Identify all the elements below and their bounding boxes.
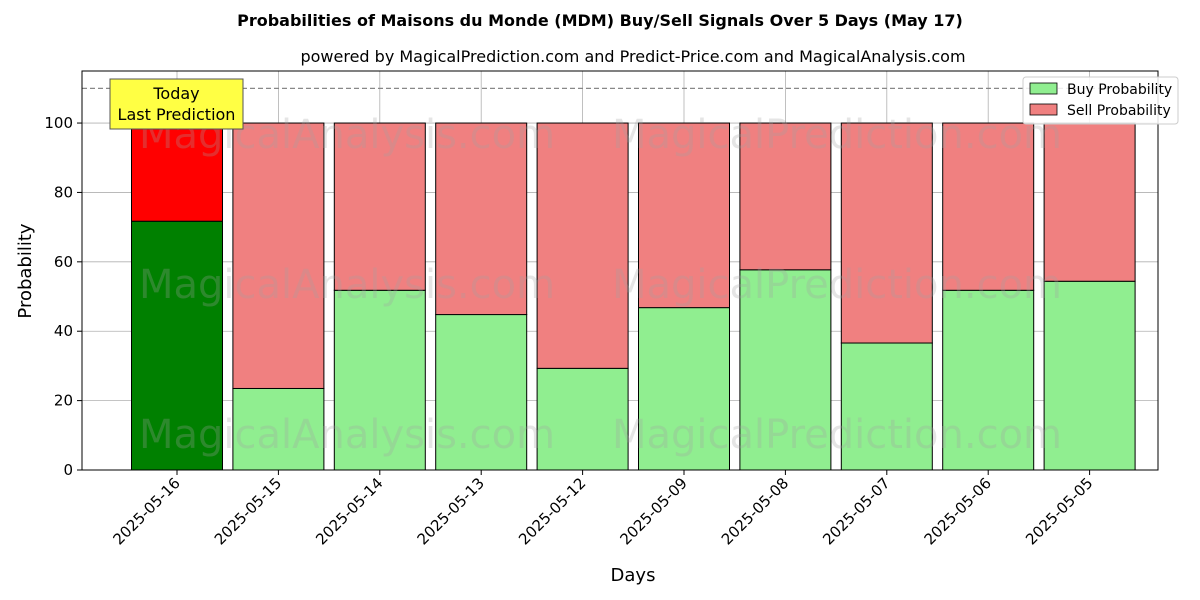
x-tick-label: 2025-05-05 [1022, 474, 1096, 548]
x-tick-label: 2025-05-15 [211, 474, 285, 548]
legend-label-sell: Sell Probability [1067, 103, 1171, 119]
annotation-line: Last Prediction [118, 105, 236, 124]
y-tick-label: 100 [44, 114, 73, 132]
y-axis-label: Probability [15, 223, 36, 318]
bar-buy-2025-05-07 [840, 342, 933, 471]
watermark-text: MagicalPrediction.com [612, 262, 1062, 308]
legend-swatch-sell [1029, 103, 1058, 116]
chart-subtitle: powered by MagicalPrediction.com and Pre… [300, 47, 965, 66]
bar-sell-2025-05-13 [435, 122, 528, 316]
bar-buy-2025-05-05 [1043, 280, 1136, 471]
x-tick-label: 2025-05-09 [616, 474, 690, 548]
bars [131, 122, 1136, 471]
watermark-text: MagicalAnalysis.com [139, 412, 555, 458]
annotation-box [109, 78, 244, 130]
x-tick-label: 2025-05-13 [414, 474, 488, 548]
today-annotation: Today Last Prediction [109, 78, 244, 130]
bar-buy-2025-05-09 [638, 307, 730, 471]
watermark-text: MagicalPrediction.com [612, 412, 1062, 458]
y-tick-label: 80 [54, 183, 73, 201]
x-tick-label: 2025-05-14 [312, 474, 386, 548]
x-axis-label: Days [611, 565, 656, 586]
x-tick-label: 2025-05-07 [819, 474, 893, 548]
bar-sell-2025-05-09 [638, 122, 730, 309]
plot-frame [81, 70, 1159, 471]
x-axis: 2025-05-16 2025-05-15 2025-05-14 2025-05-13… [109, 470, 1096, 548]
bar-buy-2025-05-08 [739, 269, 832, 471]
bar-buy-2025-05-06 [942, 289, 1035, 471]
bar-sell-2025-05-07 [840, 122, 933, 344]
y-tick-label: 40 [54, 322, 73, 340]
bar-sell-2025-05-14 [333, 122, 426, 291]
legend-label-buy: Buy Probability [1067, 82, 1172, 98]
legend-box [1022, 76, 1179, 125]
y-tick-label: 60 [54, 253, 73, 271]
y-tick-label: 0 [63, 461, 73, 479]
x-tick-label: 2025-05-06 [921, 474, 995, 548]
annotation-line: Today [152, 84, 199, 103]
legend: Buy Probability Sell Probability [1022, 76, 1179, 125]
watermark-text: MagicalPrediction.com [612, 112, 1062, 158]
x-tick-label: 2025-05-08 [718, 474, 792, 548]
bar-sell-2025-05-08 [739, 122, 832, 271]
bar-buy-2025-05-14 [333, 289, 426, 471]
y-tick-label: 20 [54, 392, 73, 410]
bar-buy-2025-05-16 [131, 220, 223, 471]
bar-sell-2025-05-15 [232, 122, 325, 389]
watermarks: MagicalAnalysis.com MagicalPrediction.com… [139, 112, 1062, 458]
y-axis: 0 20 40 60 80 100 [44, 114, 82, 479]
chart-title: Probabilities of Maisons du Monde (MDM) … [237, 11, 963, 30]
bar-sell-2025-05-16 [131, 122, 223, 222]
legend-swatch-buy [1029, 82, 1058, 95]
bar-buy-2025-05-15 [232, 387, 325, 471]
bar-sell-2025-05-06 [942, 122, 1035, 291]
x-tick-label: 2025-05-16 [109, 474, 183, 548]
watermark-text: MagicalAnalysis.com [139, 262, 555, 308]
bar-buy-2025-05-12 [536, 367, 629, 471]
x-tick-label: 2025-05-12 [515, 474, 589, 548]
bar-sell-2025-05-12 [536, 122, 629, 369]
